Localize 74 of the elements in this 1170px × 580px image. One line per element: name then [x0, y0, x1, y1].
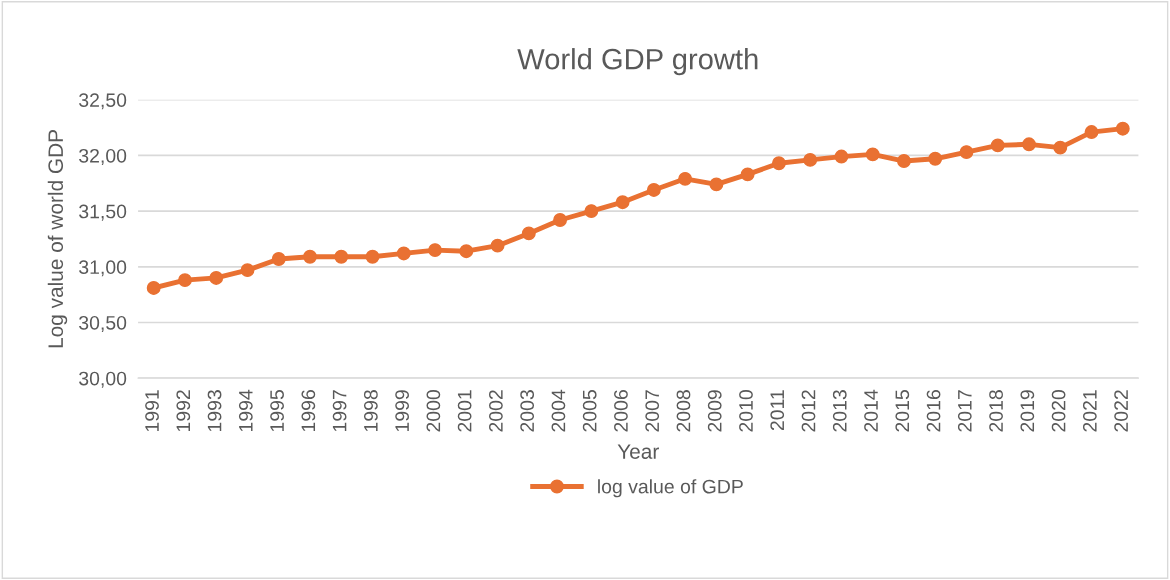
- point: [459, 244, 474, 259]
- x-tick-label: 1998: [363, 390, 378, 432]
- x-tick-label: 2004: [551, 389, 566, 432]
- point: [240, 263, 255, 278]
- point: [521, 226, 536, 241]
- x-tick-label: 2016: [926, 390, 941, 432]
- x-tick-label: 2019: [1020, 390, 1035, 432]
- point: [959, 145, 974, 160]
- x-tick-label: 1999: [395, 390, 409, 432]
- x-tick-label: 2003: [520, 390, 535, 432]
- x-tick-label: 2018: [989, 390, 1003, 432]
- y-tick-label: 31,00: [79, 260, 127, 277]
- point: [490, 238, 505, 253]
- point: [990, 138, 1005, 153]
- point: [740, 167, 755, 182]
- x-tick-label: 1997: [332, 390, 347, 432]
- point: [146, 281, 161, 295]
- point: [1053, 140, 1068, 155]
- x-tick-label: 2010: [739, 390, 753, 432]
- x-tick-label: 1993: [207, 390, 222, 432]
- x-tick-label: 2009: [707, 390, 722, 432]
- y-tick-label: 30,50: [79, 315, 127, 333]
- x-tick-label: 2013: [832, 390, 847, 432]
- point: [771, 156, 786, 171]
- point: [709, 177, 724, 192]
- x-tick-label: 1992: [176, 390, 191, 432]
- x-tick-label: 1996: [301, 390, 316, 432]
- x-tick-label: 2017: [957, 390, 972, 432]
- point: [865, 147, 880, 162]
- point: [928, 151, 943, 166]
- x-tick-label: 2021: [1082, 390, 1097, 432]
- point: [646, 183, 661, 197]
- point: [1022, 137, 1036, 152]
- x-tick-label: 2022: [1114, 390, 1128, 432]
- point: [1115, 121, 1130, 136]
- y-axis-title: Log value of world GDP: [47, 130, 68, 348]
- x-tick-label: 2011: [770, 390, 785, 431]
- point: [584, 204, 599, 219]
- point: [271, 252, 286, 266]
- x-tick-label: 2015: [895, 390, 910, 432]
- x-tick-label: 2005: [582, 390, 597, 432]
- y-tick-label: 30,00: [79, 371, 127, 388]
- x-tick-label: 2000: [426, 390, 441, 432]
- point: [678, 171, 693, 186]
- x-tick-label: 2014: [864, 389, 878, 432]
- point: [834, 149, 849, 164]
- x-tick-label: 2012: [801, 390, 816, 432]
- x-tick-label: 2002: [489, 390, 503, 432]
- point: [209, 270, 224, 285]
- chart-title: World GDP growth: [517, 48, 758, 76]
- point: [396, 246, 411, 261]
- x-tick-label: 2001: [457, 390, 472, 432]
- point: [303, 249, 317, 264]
- point: [1084, 125, 1099, 139]
- x-tick-label: 1995: [270, 390, 284, 432]
- point: [334, 249, 349, 264]
- x-tick-label: 2008: [676, 390, 691, 432]
- x-tick-label: 2007: [645, 390, 660, 432]
- x-axis-title: Year: [617, 444, 659, 459]
- point: [803, 152, 818, 167]
- y-tick-label: 32,00: [79, 148, 127, 165]
- point: [365, 249, 380, 264]
- point: [178, 273, 192, 288]
- x-tick-label: 1994: [238, 389, 253, 432]
- x-tick-label: 2006: [614, 390, 628, 432]
- legend-label: log value of GDP: [598, 479, 743, 498]
- point: [553, 213, 568, 227]
- point: [615, 195, 630, 210]
- x-tick-label: 1991: [145, 390, 159, 432]
- y-tick-label: 32,50: [79, 93, 127, 110]
- y-tick-label: 31,50: [79, 204, 127, 221]
- x-tick-label: 2020: [1051, 390, 1066, 432]
- point: [897, 154, 911, 168]
- point: [428, 243, 442, 258]
